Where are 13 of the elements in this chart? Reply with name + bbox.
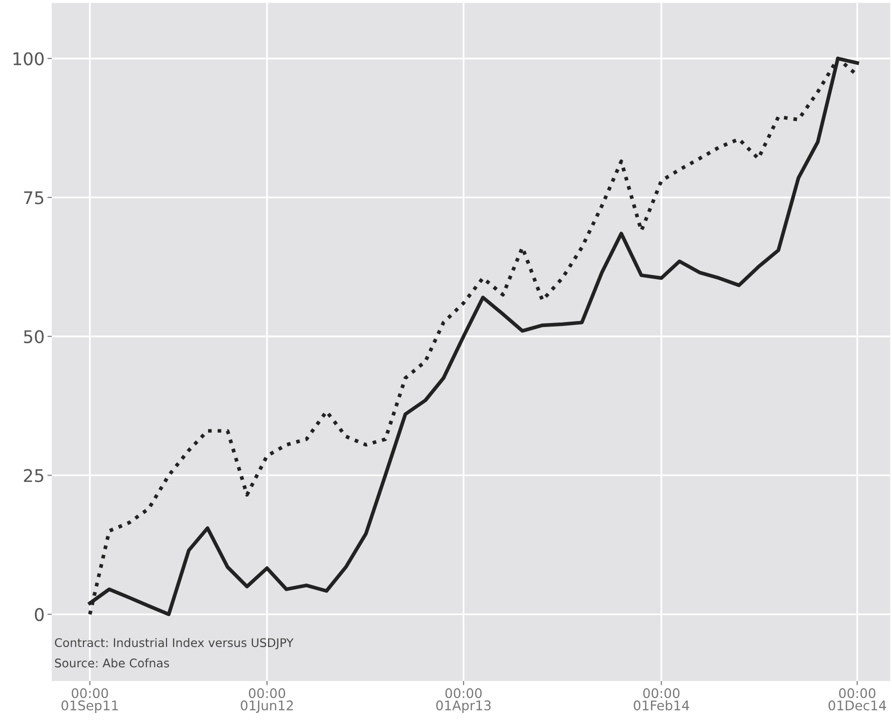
x-tick-label: 00:00 01Jun12 — [240, 688, 293, 713]
y-tick-label: 50 — [24, 330, 44, 344]
x-tick-label: 00:00 01Dec14 — [828, 688, 886, 710]
y-tick-label: 75 — [24, 191, 44, 204]
x-tick-label: 00:00 01Feb14 — [634, 688, 690, 710]
x-tick-label: 00:00 01Sep11 — [62, 688, 118, 713]
annotation: Contract: Industrial Index versus USDJPY — [54, 638, 294, 650]
line-series — [88, 56, 860, 616]
annotation: Source: Abe Cofnas — [55, 658, 170, 668]
x-tick-label: 00:00 01Apr13 — [436, 688, 491, 713]
y-tick-label: 100 — [14, 52, 44, 66]
y-tick-label: 0 — [34, 608, 44, 622]
y-tick-label: 25 — [24, 469, 44, 482]
